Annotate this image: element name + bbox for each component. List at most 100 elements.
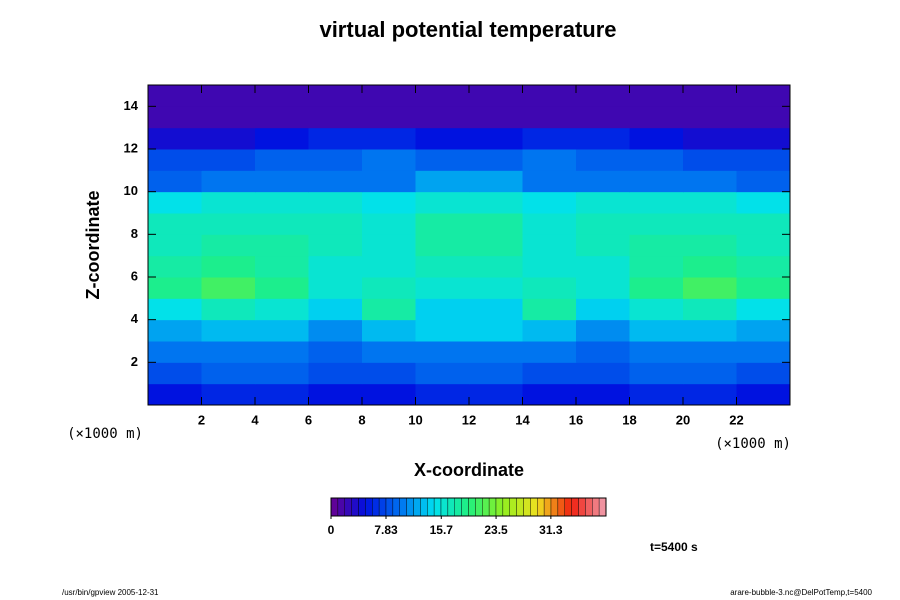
heat-cell: [308, 213, 363, 235]
y-tick-label: 2: [131, 354, 138, 369]
heat-cell: [683, 191, 737, 214]
heat-cell: [683, 383, 737, 406]
heat-cell: [362, 255, 416, 278]
heat-cell: [629, 383, 684, 406]
colorbar-cell: [585, 497, 593, 517]
heat-cell: [522, 106, 577, 129]
heat-cell: [308, 298, 363, 321]
heat-cell: [576, 149, 630, 171]
heat-cell: [201, 170, 256, 193]
x-tick-label: 20: [676, 412, 690, 427]
colorbar-cell: [406, 497, 414, 517]
heat-cell: [629, 277, 684, 299]
heat-cell: [576, 127, 630, 150]
y-tick-label: 6: [131, 268, 138, 283]
heat-cell: [469, 149, 523, 171]
heat-cell: [415, 277, 470, 299]
heat-cell: [201, 149, 256, 171]
footer-left: /usr/bin/gpview 2005-12-31: [62, 588, 159, 597]
heat-cell: [255, 362, 309, 385]
heat-cell: [576, 255, 630, 278]
heat-cell: [629, 213, 684, 235]
heat-cell: [736, 191, 791, 214]
heat-cell: [255, 255, 309, 278]
colorbar-cell: [516, 497, 524, 517]
colorbar-cell: [440, 497, 449, 517]
y-unit: (×1000 m): [67, 426, 143, 442]
heat-cell: [148, 362, 202, 385]
heat-cell: [469, 106, 523, 129]
colorbar-cell: [358, 497, 366, 517]
heat-cell: [469, 127, 523, 150]
heat-cell: [148, 170, 202, 193]
y-tick-label: 8: [131, 226, 138, 241]
heat-cell: [736, 341, 791, 363]
heat-cell: [201, 298, 256, 321]
colorbar-cell: [461, 497, 469, 517]
heat-cell: [736, 127, 791, 150]
heat-cell: [148, 191, 202, 214]
colorbar-cell: [509, 497, 517, 517]
heat-cell: [201, 277, 256, 299]
heat-cell: [683, 170, 737, 193]
colorbar-cell: [537, 497, 545, 517]
heat-cell: [736, 255, 791, 278]
heat-cell: [255, 127, 309, 150]
heat-cell: [736, 383, 791, 406]
colorbar-tick-label: 23.5: [484, 523, 508, 537]
heat-cell: [415, 191, 470, 214]
colorbar-cell: [392, 497, 400, 517]
colorbar-cell: [385, 497, 394, 517]
heat-cell: [308, 255, 363, 278]
heat-cell: [576, 383, 630, 406]
heat-cell: [308, 319, 363, 342]
heat-cell: [308, 85, 363, 107]
heat-cell: [629, 255, 684, 278]
heat-cell: [148, 255, 202, 278]
heat-cell: [736, 298, 791, 321]
colorbar-cell: [344, 497, 352, 517]
heat-cell: [308, 234, 363, 257]
colorbar-cell: [468, 497, 476, 517]
heat-cell: [683, 341, 737, 363]
heat-cell: [362, 277, 416, 299]
y-tick-label: 10: [124, 183, 138, 198]
heat-cell: [255, 383, 309, 406]
heat-cell: [522, 149, 577, 171]
colorbar-cell: [550, 497, 559, 517]
heat-cell: [308, 149, 363, 171]
heat-cell: [148, 127, 202, 150]
heat-cell: [683, 106, 737, 129]
heat-cell: [522, 127, 577, 150]
x-tick-label: 10: [408, 412, 422, 427]
heat-cell: [362, 298, 416, 321]
heat-cell: [683, 298, 737, 321]
colorbar-cell: [530, 497, 538, 517]
y-axis-label: Z-coordinate: [83, 190, 103, 299]
y-tick-label: 14: [124, 98, 139, 113]
heat-cell: [683, 234, 737, 257]
heat-cell: [522, 170, 577, 193]
heat-cell: [683, 362, 737, 385]
heat-cell: [308, 191, 363, 214]
heat-cell: [201, 341, 256, 363]
heat-cell: [469, 277, 523, 299]
heat-cell: [362, 213, 416, 235]
heat-cell: [736, 85, 791, 107]
heat-cell: [629, 170, 684, 193]
heat-cell: [576, 170, 630, 193]
heat-cell: [522, 341, 577, 363]
heat-cell: [576, 191, 630, 214]
x-tick-label: 12: [462, 412, 476, 427]
heat-cell: [683, 149, 737, 171]
x-unit: (×1000 m): [715, 436, 791, 452]
heat-cell: [576, 213, 630, 235]
heat-cell: [736, 106, 791, 129]
heat-cell: [415, 255, 470, 278]
heat-cell: [201, 234, 256, 257]
heat-cell: [469, 213, 523, 235]
heat-cell: [576, 234, 630, 257]
heat-cell: [629, 191, 684, 214]
heat-cell: [576, 341, 630, 363]
colorbar-cell: [351, 497, 359, 517]
